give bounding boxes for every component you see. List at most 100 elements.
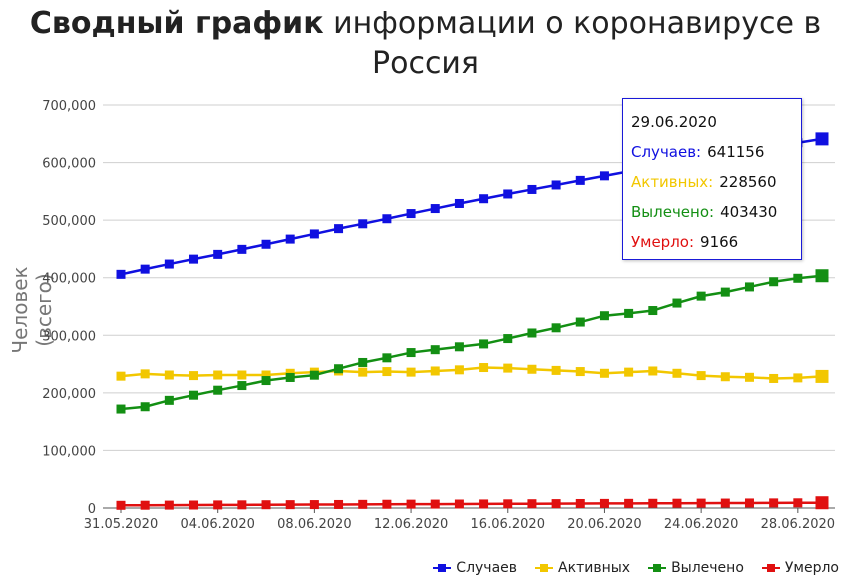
data-point-3 [479,499,489,509]
data-point-2 [479,339,489,349]
data-point-1 [527,364,537,374]
y-tick-label: 400,000 [42,272,96,287]
data-point-0 [189,254,199,264]
data-point-3 [672,498,682,508]
tooltip-deaths-label: Умерло: [631,233,695,251]
data-point-2 [406,348,416,358]
data-point-0 [334,224,344,234]
data-point-1 [479,363,489,373]
data-point-1 [503,363,513,373]
tooltip-cases-value: 641156 [707,143,765,161]
chart-legend: Случаев Активных Вылечено Умерло [433,558,839,578]
tooltip-recovered-value: 403430 [720,203,778,221]
data-point-0 [164,259,174,269]
tooltip-row-recovered: Вылечено: 403430 [631,197,793,227]
series-line-2 [120,274,823,411]
y-tick-label: 200,000 [42,387,96,402]
data-point-3 [430,499,440,509]
data-point-2 [720,287,730,297]
tooltip-row-active: Активных: 228560 [631,167,793,197]
y-tick-label: 100,000 [42,444,96,459]
data-point-0 [599,171,609,181]
legend-item-active[interactable]: Активных [535,558,630,578]
data-point-0 [237,244,247,254]
data-point-1 [696,371,706,381]
data-point-1 [648,366,658,376]
x-tick-label: 04.06.2020 [180,517,254,532]
data-point-1 [599,368,609,378]
data-point-2 [527,328,537,338]
data-point-3 [309,500,319,510]
legend-label-deaths: Умерло [784,560,839,576]
data-point-3 [624,498,634,508]
data-point-2 [575,317,585,327]
data-point-3 [140,500,150,510]
data-point-3 [720,498,730,508]
data-point-3 [334,499,344,509]
data-point-0 [261,239,271,249]
data-point-2 [793,273,803,283]
data-point-3 [744,498,754,508]
data-point-1 [815,369,829,383]
x-tick-label: 08.06.2020 [277,517,351,532]
data-point-2 [237,381,247,391]
tooltip-cases-label: Случаев: [631,143,702,161]
data-point-0 [140,264,150,274]
data-point-2 [189,390,199,400]
x-tick-label: 31.05.2020 [84,517,158,532]
tooltip-date: 29.06.2020 [631,113,717,131]
y-tick-label: 0 [88,502,96,517]
data-point-1 [793,373,803,383]
data-point-1 [744,372,754,382]
data-point-3 [285,500,295,510]
data-point-1 [261,370,271,380]
data-point-0 [527,184,537,194]
y-tick-label: 700,000 [42,99,96,114]
legend-swatch-active [535,563,554,573]
data-point-1 [454,365,464,375]
data-point-2 [672,298,682,308]
legend-item-cases[interactable]: Случаев [433,558,517,578]
data-point-2 [164,395,174,405]
legend-label-cases: Случаев [456,560,518,576]
data-point-2 [744,282,754,292]
data-point-3 [261,500,271,510]
data-point-1 [624,367,634,377]
data-point-2 [815,269,829,283]
tooltip-active-value: 228560 [719,173,777,191]
data-point-3 [454,499,464,509]
legend-swatch-cases [433,563,452,573]
data-point-2 [116,404,126,414]
data-point-1 [575,367,585,377]
data-point-2 [551,323,561,333]
data-point-3 [213,500,223,510]
x-tick-label: 12.06.2020 [374,517,448,532]
chart-title-rest: информации о коронавирусе в Россия [333,6,822,81]
data-point-3 [382,499,392,509]
legend-swatch-recovered [648,563,667,573]
series-line-1 [120,366,823,380]
data-point-1 [672,368,682,378]
data-point-0 [503,189,513,199]
data-point-2 [430,345,440,355]
legend-item-deaths[interactable]: Умерло [761,558,839,578]
data-point-0 [815,132,829,146]
data-point-1 [382,367,392,377]
data-point-1 [164,370,174,380]
legend-item-recovered[interactable]: Вылечено [648,558,744,578]
data-point-2 [382,353,392,363]
data-point-0 [551,180,561,190]
tooltip-recovered-label: Вылечено: [631,203,715,221]
data-point-3 [696,498,706,508]
data-point-1 [769,373,779,383]
data-point-1 [358,367,368,377]
data-point-0 [430,204,440,214]
data-point-0 [454,198,464,208]
hover-tooltip: 29.06.2020 Случаев: 641156 Активных: 22856… [622,98,802,260]
data-point-1 [430,366,440,376]
tooltip-row-cases: Случаев: 641156 [631,137,793,167]
legend-label-recovered: Вылечено [671,560,744,576]
data-point-0 [358,219,368,229]
data-point-1 [720,372,730,382]
